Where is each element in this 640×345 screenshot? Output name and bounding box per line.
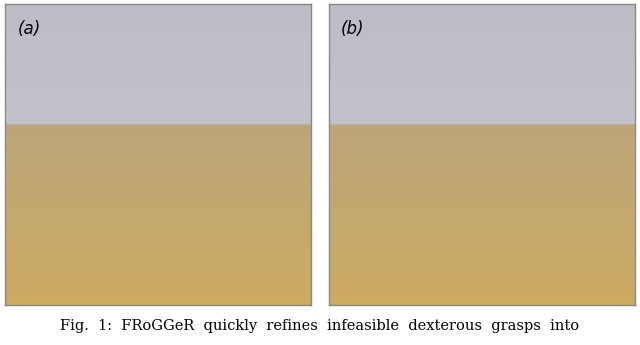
Text: (b): (b) <box>341 20 365 38</box>
Text: (a): (a) <box>17 20 40 38</box>
Text: Fig.  1:  FRoGGeR  quickly  refines  infeasible  dexterous  grasps  into: Fig. 1: FRoGGeR quickly refines infeasib… <box>60 319 580 333</box>
